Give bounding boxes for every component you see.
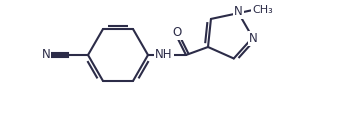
Text: CH₃: CH₃ xyxy=(252,5,273,15)
Text: O: O xyxy=(173,27,182,39)
Text: N: N xyxy=(41,48,50,61)
Text: NH: NH xyxy=(155,48,173,61)
Text: N: N xyxy=(234,5,243,18)
Text: N: N xyxy=(249,32,258,45)
